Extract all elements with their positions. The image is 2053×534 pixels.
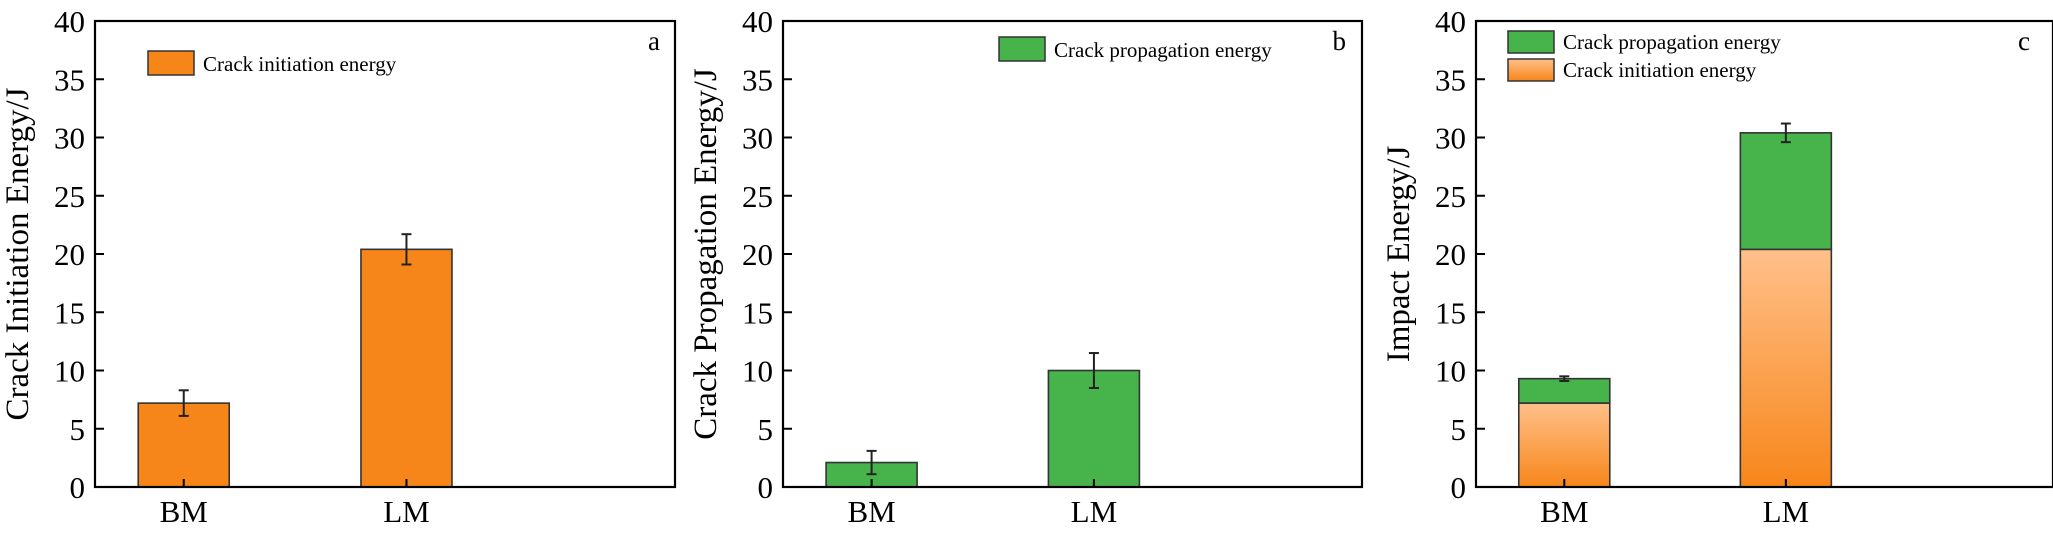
panel-tag: b xyxy=(1333,26,1347,56)
bar-lm-crack-initiation-energy xyxy=(1739,248,1833,488)
y-tick-label: 0 xyxy=(1451,470,1467,505)
x-tick-label: BM xyxy=(160,494,208,529)
x-tick-label: LM xyxy=(1763,494,1810,529)
y-tick-label: 30 xyxy=(54,121,85,156)
y-tick-label: 35 xyxy=(1435,62,1466,97)
y-tick-label: 10 xyxy=(1435,354,1466,389)
legend-swatch xyxy=(147,50,195,76)
error-bar xyxy=(401,233,412,266)
error-bar xyxy=(1559,375,1570,382)
y-tick-label: 40 xyxy=(54,4,85,39)
y-tick-label: 15 xyxy=(742,295,773,330)
x-tick-label: BM xyxy=(847,494,895,529)
chart-panel-c: 0 5 10 15 20 25 30 35 40 Impact Energy/J BM LM Crack… xyxy=(1381,4,2053,529)
x-tick-label: LM xyxy=(1071,494,1118,529)
y-tick-label: 25 xyxy=(54,179,85,214)
y-tick-label: 40 xyxy=(742,4,773,39)
legend: Crack propagation energy Crack initiation… xyxy=(1507,30,1781,82)
error-bar xyxy=(1088,352,1099,389)
error-bar xyxy=(866,449,877,476)
x-tick-label: BM xyxy=(1540,494,1588,529)
y-axis-label: Crack Propagation Energy/J xyxy=(688,68,724,440)
y-tick-label: 25 xyxy=(742,179,773,214)
y-tick-label: 0 xyxy=(758,470,774,505)
plot-frame xyxy=(1474,19,2053,489)
legend: Crack initiation energy xyxy=(147,50,397,76)
y-tick-label: 10 xyxy=(742,354,773,389)
y-axis-label: Impact Energy/J xyxy=(1381,146,1417,363)
legend-swatch xyxy=(998,36,1046,62)
y-tick-label: 35 xyxy=(742,62,773,97)
y-tick-label: 25 xyxy=(1435,179,1466,214)
plot-frame xyxy=(781,19,1364,489)
y-tick-label: 0 xyxy=(70,470,86,505)
panel-tag: a xyxy=(648,26,660,56)
legend-label: Crack initiation energy xyxy=(1563,58,1757,82)
bar-lm-crack-initiation-energy xyxy=(360,248,453,488)
y-tick-label: 10 xyxy=(54,354,85,389)
y-tick-label: 20 xyxy=(1435,237,1466,272)
y-tick-label: 5 xyxy=(758,412,774,447)
panel-tag: c xyxy=(2018,26,2030,56)
y-tick-label: 5 xyxy=(1451,412,1467,447)
legend-label: Crack propagation energy xyxy=(1563,30,1781,54)
y-tick-label: 35 xyxy=(54,62,85,97)
legend-swatch xyxy=(1507,30,1555,54)
bar-bm-crack-propagation-energy xyxy=(1517,377,1611,404)
error-bar xyxy=(178,389,189,417)
y-axis-label: Crack Initiation Energy/J xyxy=(0,87,36,420)
y-tick-label: 20 xyxy=(54,237,85,272)
bar-lm-crack-propagation-energy xyxy=(1739,132,1833,251)
plot-frame xyxy=(93,19,677,489)
bar-bm-crack-initiation-energy xyxy=(137,402,231,488)
legend-label: Crack propagation energy xyxy=(1054,38,1272,62)
x-tick-label: LM xyxy=(383,494,430,529)
y-tick-label: 20 xyxy=(742,237,773,272)
bar-lm-crack-propagation-energy xyxy=(1047,369,1141,488)
legend: Crack propagation energy xyxy=(998,36,1272,62)
y-tick-label: 15 xyxy=(1435,295,1466,330)
error-bar xyxy=(1780,122,1791,144)
y-tick-label: 40 xyxy=(1435,4,1466,39)
bar-bm-crack-initiation-energy xyxy=(1517,402,1611,488)
legend-label: Crack initiation energy xyxy=(203,52,397,76)
chart-panel-a: 0 5 10 15 20 25 30 35 40 Crack Initiation Energy/… xyxy=(0,4,677,529)
y-tick-label: 5 xyxy=(70,412,86,447)
chart-panel-b: 0 5 10 15 20 25 30 35 40 Crack Propagation Energy… xyxy=(688,4,1364,529)
y-tick-label: 15 xyxy=(54,295,85,330)
y-tick-label: 30 xyxy=(742,121,773,156)
legend-swatch xyxy=(1507,58,1555,82)
y-tick-label: 30 xyxy=(1435,121,1466,156)
